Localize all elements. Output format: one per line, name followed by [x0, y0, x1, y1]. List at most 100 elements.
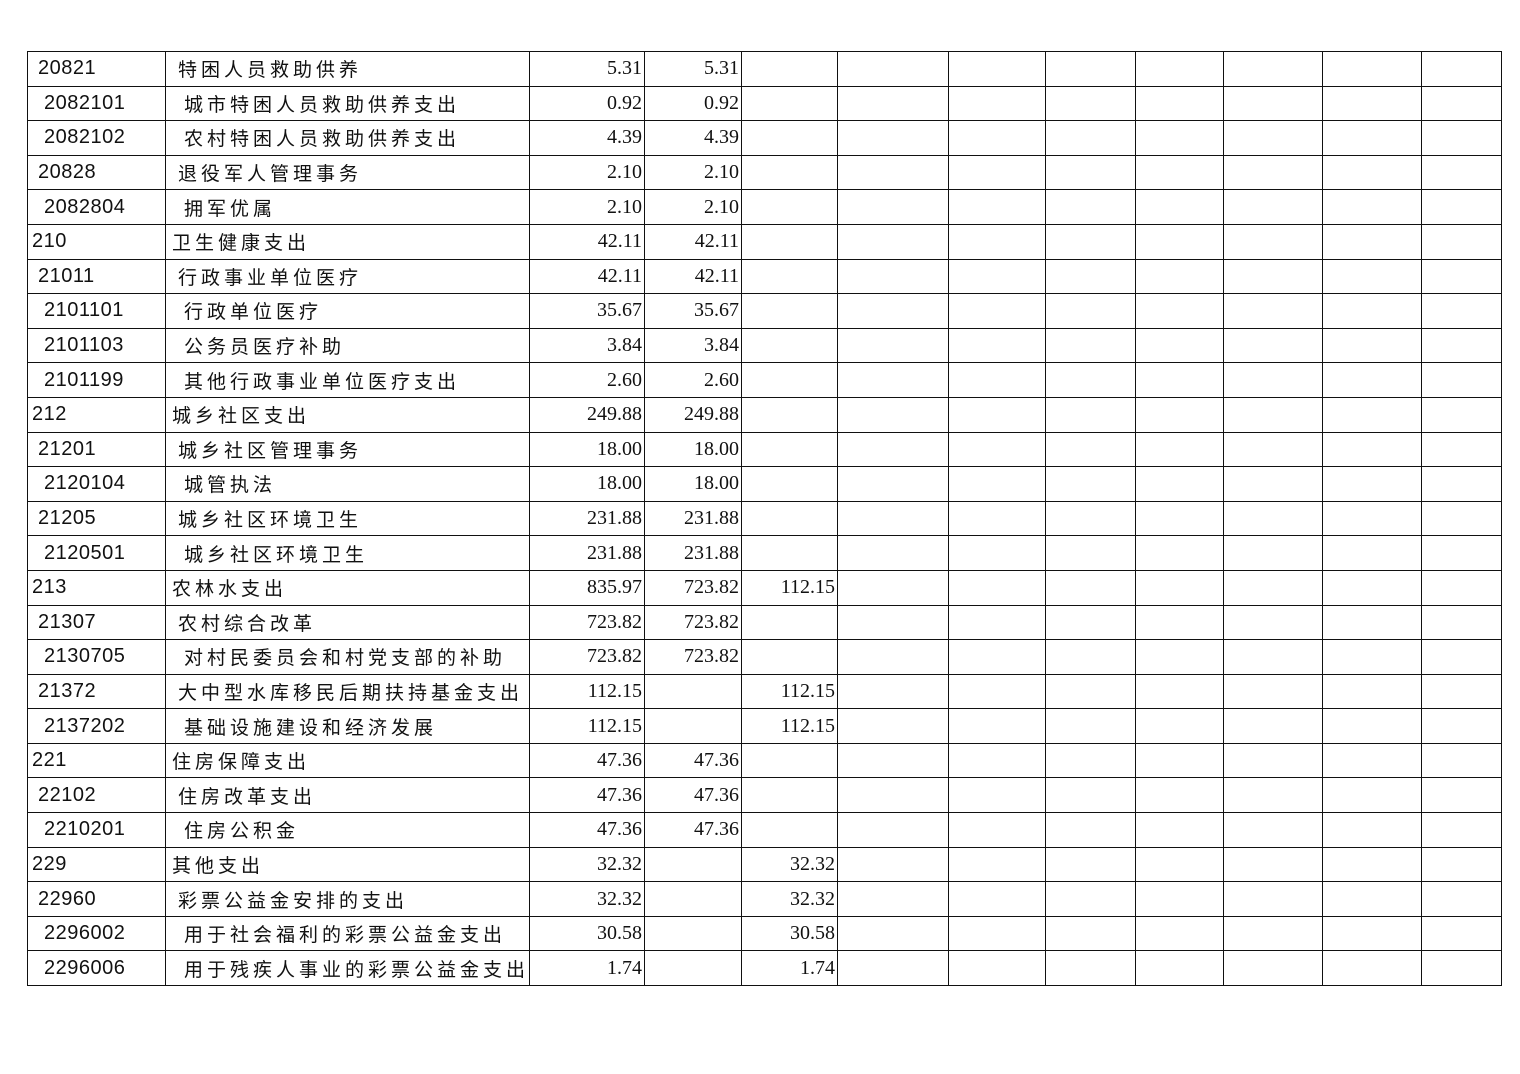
table-row: 21205 城乡社区环境卫生 231.88 231.88 — [27, 500, 1503, 537]
table-row: 22960 彩票公益金安排的支出 32.32 32.32 — [27, 881, 1503, 917]
cell-total: 835.97 — [529, 569, 646, 606]
cell-name: 用于社会福利的彩票公益金支出 — [164, 915, 531, 952]
cell-total: 112.15 — [529, 673, 646, 710]
cell-empty — [837, 950, 950, 987]
table-row: 22102 住房改革支出 47.36 47.36 — [27, 777, 1503, 814]
cell-empty — [1223, 500, 1324, 537]
cell-empty — [1223, 604, 1324, 641]
cell-code: 21372 — [27, 673, 166, 710]
cell-empty — [948, 777, 1047, 814]
cell-empty — [837, 120, 950, 156]
cell-empty — [948, 742, 1047, 779]
cell-name: 城管执法 — [164, 466, 531, 502]
cell-code: 2210201 — [27, 812, 166, 848]
cell-project — [741, 51, 839, 87]
cell-empty — [1421, 120, 1503, 156]
cell-empty — [837, 535, 950, 571]
cell-empty — [948, 223, 1047, 260]
cell-empty — [1322, 673, 1423, 710]
cell-empty — [1421, 812, 1503, 848]
table-row: 2101199 其他行政事业单位医疗支出 2.60 2.60 — [27, 362, 1503, 398]
cell-code: 2101101 — [27, 293, 166, 329]
cell-empty — [1322, 812, 1423, 848]
cell-project: 32.32 — [741, 881, 839, 917]
cell-project — [741, 812, 839, 848]
cell-name: 农林水支出 — [164, 569, 531, 606]
cell-empty — [1135, 742, 1225, 779]
cell-basic: 42.11 — [644, 223, 743, 260]
cell-empty — [1421, 396, 1503, 433]
cell-basic: 0.92 — [644, 85, 743, 122]
cell-code: 210 — [27, 223, 166, 260]
cell-empty — [837, 258, 950, 295]
table-row: 20821 特困人员救助供养 5.31 5.31 — [27, 51, 1503, 87]
cell-basic: 723.82 — [644, 569, 743, 606]
cell-project — [741, 777, 839, 814]
cell-empty — [1045, 258, 1137, 295]
table-row: 2101103 公务员医疗补助 3.84 3.84 — [27, 327, 1503, 364]
cell-empty — [1045, 777, 1137, 814]
cell-name: 拥军优属 — [164, 189, 531, 225]
cell-empty — [1045, 466, 1137, 502]
cell-empty — [1223, 915, 1324, 952]
cell-empty — [837, 431, 950, 468]
cell-empty — [1421, 154, 1503, 191]
cell-total: 18.00 — [529, 431, 646, 468]
cell-basic — [644, 881, 743, 917]
cell-empty — [948, 396, 1047, 433]
cell-empty — [1223, 431, 1324, 468]
cell-project — [741, 154, 839, 191]
cell-empty — [1223, 189, 1324, 225]
table-row: 2137202 基础设施建设和经济发展 112.15 112.15 — [27, 708, 1503, 744]
cell-empty — [1322, 881, 1423, 917]
cell-empty — [1135, 708, 1225, 744]
cell-name: 城乡社区环境卫生 — [164, 500, 531, 537]
cell-empty — [1421, 223, 1503, 260]
cell-code: 2137202 — [27, 708, 166, 744]
cell-name: 住房保障支出 — [164, 742, 531, 779]
cell-basic: 47.36 — [644, 812, 743, 848]
cell-empty — [1322, 431, 1423, 468]
cell-basic: 723.82 — [644, 604, 743, 641]
cell-empty — [1223, 362, 1324, 398]
expenditure-table: 20821 特困人员救助供养 5.31 5.31 2082101 城市特困人员救助供养支出… — [27, 51, 1503, 987]
cell-empty — [1322, 258, 1423, 295]
cell-total: 1.74 — [529, 950, 646, 987]
cell-empty — [1223, 708, 1324, 744]
cell-empty — [1421, 777, 1503, 814]
cell-empty — [1045, 812, 1137, 848]
cell-empty — [1223, 154, 1324, 191]
cell-empty — [837, 293, 950, 329]
cell-empty — [1135, 258, 1225, 295]
cell-empty — [1045, 742, 1137, 779]
cell-empty — [1421, 881, 1503, 917]
cell-empty — [1421, 742, 1503, 779]
cell-basic: 231.88 — [644, 500, 743, 537]
cell-name: 特困人员救助供养 — [164, 51, 531, 87]
table-row: 20828 退役军人管理事务 2.10 2.10 — [27, 154, 1503, 191]
cell-empty — [1322, 777, 1423, 814]
cell-empty — [1045, 950, 1137, 987]
cell-empty — [1322, 950, 1423, 987]
cell-empty — [1322, 293, 1423, 329]
cell-empty — [837, 673, 950, 710]
cell-name: 城乡社区管理事务 — [164, 431, 531, 468]
cell-empty — [1223, 51, 1324, 87]
cell-empty — [1223, 535, 1324, 571]
cell-empty — [948, 431, 1047, 468]
cell-total: 0.92 — [529, 85, 646, 122]
cell-empty — [837, 604, 950, 641]
table-row: 2120104 城管执法 18.00 18.00 — [27, 466, 1503, 502]
cell-empty — [1045, 535, 1137, 571]
cell-empty — [1135, 604, 1225, 641]
cell-empty — [1135, 569, 1225, 606]
cell-empty — [1045, 569, 1137, 606]
table-row: 2120501 城乡社区环境卫生 231.88 231.88 — [27, 535, 1503, 571]
cell-empty — [948, 639, 1047, 675]
cell-empty — [1045, 223, 1137, 260]
cell-empty — [1135, 85, 1225, 122]
cell-total: 3.84 — [529, 327, 646, 364]
cell-empty — [1322, 85, 1423, 122]
table-row: 229 其他支出 32.32 32.32 — [27, 846, 1503, 883]
cell-code: 2082101 — [27, 85, 166, 122]
